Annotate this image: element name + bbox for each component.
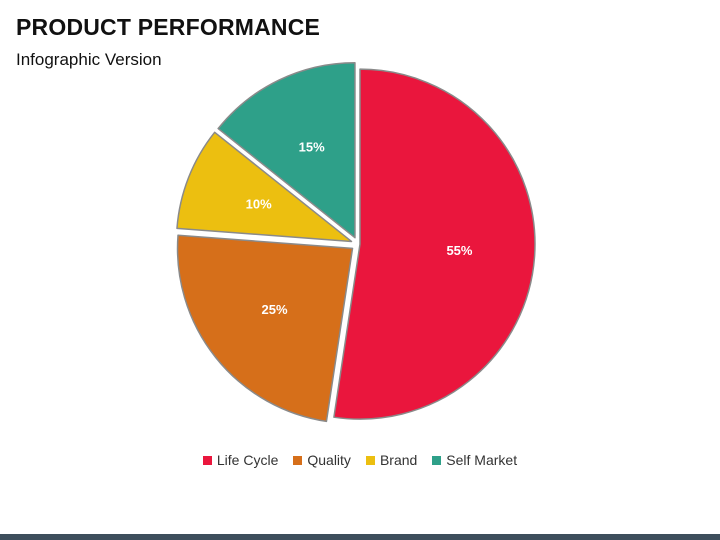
chart-subtitle: Infographic Version (16, 50, 162, 69)
legend-item-life-cycle: Life Cycle (202, 452, 279, 468)
legend-label: Life Cycle (216, 452, 279, 468)
legend-label: Quality (307, 452, 351, 468)
slice-label-life-cycle: 55% (446, 243, 472, 258)
bottom-bar (0, 534, 720, 540)
legend-item-self-market: Self Market (432, 452, 517, 468)
legend-item-brand: Brand (365, 452, 418, 468)
legend: Life Cycle Quality Brand Self Market (0, 452, 720, 468)
legend-swatch (432, 455, 442, 465)
legend-item-quality: Quality (293, 452, 351, 468)
slice-label-self-market: 15% (299, 139, 325, 154)
legend-swatch (202, 455, 212, 465)
pie-slice-brand (176, 131, 353, 243)
pie-slice-quality (176, 234, 354, 423)
slice-label-brand: 10% (246, 196, 272, 211)
legend-label: Brand (379, 452, 418, 468)
slice-label-quality: 25% (262, 302, 288, 317)
pie-slice-life-cycle (333, 68, 536, 420)
pie-slice-self-market (217, 61, 356, 239)
legend-swatch (293, 455, 303, 465)
chart-title: PRODUCT PERFORMANCE (16, 14, 321, 40)
legend-label: Self Market (446, 452, 518, 468)
legend-swatch (365, 455, 375, 465)
